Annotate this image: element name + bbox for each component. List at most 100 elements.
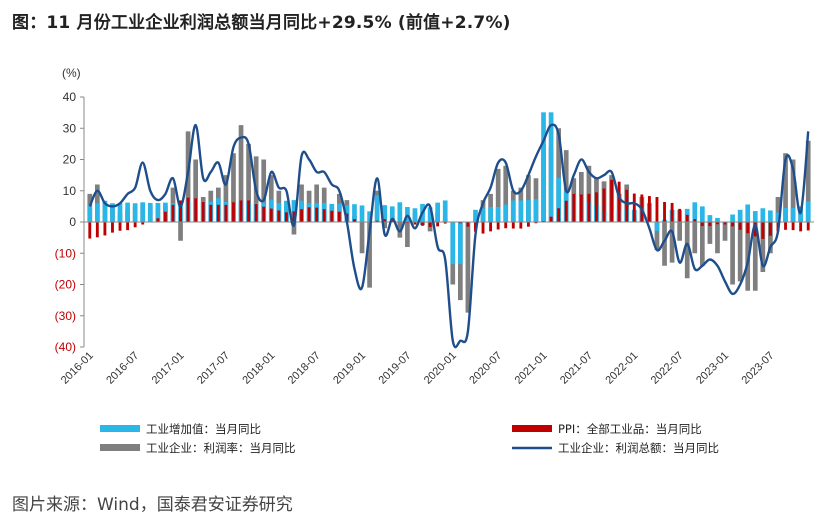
- ppi-bar: [504, 222, 508, 229]
- profit-margin-bar: [397, 222, 403, 238]
- added-value-bar: [132, 203, 138, 222]
- added-value-bar: [359, 205, 365, 222]
- profit-margin-bar: [775, 197, 781, 222]
- added-value-bar: [367, 211, 372, 222]
- added-value-bar: [692, 202, 698, 222]
- ppi-bar: [625, 189, 629, 222]
- profit-margin-bar: [246, 143, 251, 222]
- legend-label-total-profit: 工业企业：利润总额：当月同比: [558, 441, 719, 455]
- ppi-bar: [443, 222, 447, 224]
- series-total-profit-line: [88, 123, 810, 349]
- ppi-bar: [458, 222, 462, 224]
- added-value-bar: [654, 222, 660, 232]
- ppi-bar: [549, 216, 553, 222]
- legend-swatch-ppi: [512, 425, 552, 432]
- profit-margin-bar: [768, 222, 773, 254]
- x-tick-label: 2017-01: [150, 350, 187, 387]
- added-value-bar: [125, 202, 130, 222]
- profit-margin-bar: [684, 222, 690, 279]
- added-value-bar: [374, 195, 380, 222]
- ppi-bar: [141, 222, 145, 225]
- ppi-bar: [375, 220, 379, 222]
- legend-label-profit-margin: 工业企业：利润率：当月同比: [146, 441, 296, 455]
- added-value-bar: [147, 202, 153, 222]
- ppi-bar: [768, 222, 772, 236]
- added-value-bar: [707, 215, 713, 222]
- x-tick-label: 2023-01: [694, 350, 731, 387]
- ppi-bar: [617, 181, 621, 222]
- added-value-bar: [533, 199, 539, 222]
- added-value-bar: [382, 205, 388, 222]
- profit-margin-bar: [677, 222, 683, 241]
- ppi-bar: [383, 219, 387, 222]
- ppi-bar: [534, 222, 538, 224]
- added-value-bar: [488, 207, 493, 222]
- added-value-bar: [518, 200, 524, 222]
- ppi-bar: [216, 204, 220, 222]
- ppi-bar: [300, 209, 303, 222]
- added-value-bar: [715, 217, 720, 222]
- ppi-bar: [655, 197, 659, 222]
- added-value-bar: [110, 203, 115, 222]
- added-value-bar: [503, 204, 509, 222]
- profit-margin-bar: [405, 222, 410, 247]
- profit-margin-bar: [223, 175, 229, 222]
- added-value-bar: [556, 177, 562, 222]
- y-tick-label: (40): [55, 340, 76, 354]
- ppi-bar: [496, 222, 500, 230]
- x-tick-label: 2019-07: [376, 350, 413, 387]
- ppi-bar: [489, 222, 493, 232]
- profit-margin-bar: [359, 222, 365, 254]
- ppi-bar: [632, 193, 636, 222]
- added-value-bar: [87, 204, 93, 222]
- profit-margin-bar: [790, 159, 796, 222]
- added-value-bar: [155, 202, 161, 222]
- y-tick-label: 40: [63, 90, 77, 104]
- ppi-bar: [413, 222, 417, 225]
- y-tick-label: 20: [63, 153, 77, 167]
- y-axis: 40 30 20 10 0 (10) (20) (30) (40): [55, 90, 85, 354]
- profit-margin-bar: [669, 222, 675, 263]
- added-value-bar: [798, 207, 804, 222]
- ppi-bar: [610, 179, 614, 222]
- x-tick-label: 2021-07: [558, 350, 595, 387]
- profit-margin-bar: [737, 222, 743, 282]
- ppi-bar: [201, 202, 205, 222]
- profit-margin-bar: [752, 222, 758, 291]
- ppi-bar: [572, 193, 576, 222]
- ppi-bar: [277, 210, 281, 222]
- ppi-bar: [179, 200, 182, 222]
- ppi-bar: [322, 209, 326, 222]
- ppi-bar: [330, 210, 334, 222]
- ppi-bar: [784, 222, 787, 230]
- x-tick-label: 2018-07: [286, 350, 323, 387]
- added-value-bar: [284, 200, 289, 222]
- ppi-bar: [186, 197, 190, 222]
- y-tick-label: 10: [63, 184, 77, 198]
- added-value-bar: [760, 208, 766, 222]
- added-value-bar: [442, 200, 448, 222]
- profit-margin-bar: [692, 222, 698, 254]
- added-value-bar: [737, 209, 743, 222]
- added-value-bar: [291, 200, 297, 222]
- legend-label-added-value: 工业增加值：当月同比: [146, 422, 261, 436]
- added-value-bar: [412, 208, 418, 222]
- y-tick-label: (10): [55, 246, 76, 260]
- ppi-bar: [663, 202, 666, 222]
- ppi-bar: [716, 222, 719, 225]
- ppi-bar: [746, 222, 750, 234]
- profit-margin-bar: [783, 153, 788, 222]
- ppi-bar: [678, 208, 682, 222]
- profit-margin-bar: [556, 128, 562, 222]
- ppi-bar: [337, 211, 341, 222]
- profit-margin-bar: [178, 222, 183, 241]
- profit-margin-bar: [238, 125, 244, 222]
- x-tick-label: 2022-07: [649, 350, 686, 387]
- ppi-bar: [799, 222, 803, 232]
- x-tick-label: 2022-01: [603, 350, 640, 387]
- added-value-bar: [775, 212, 781, 222]
- ppi-bar: [602, 188, 606, 222]
- x-tick-label: 2018-01: [240, 350, 277, 387]
- added-value-bar: [117, 203, 123, 222]
- added-value-bar: [427, 207, 433, 222]
